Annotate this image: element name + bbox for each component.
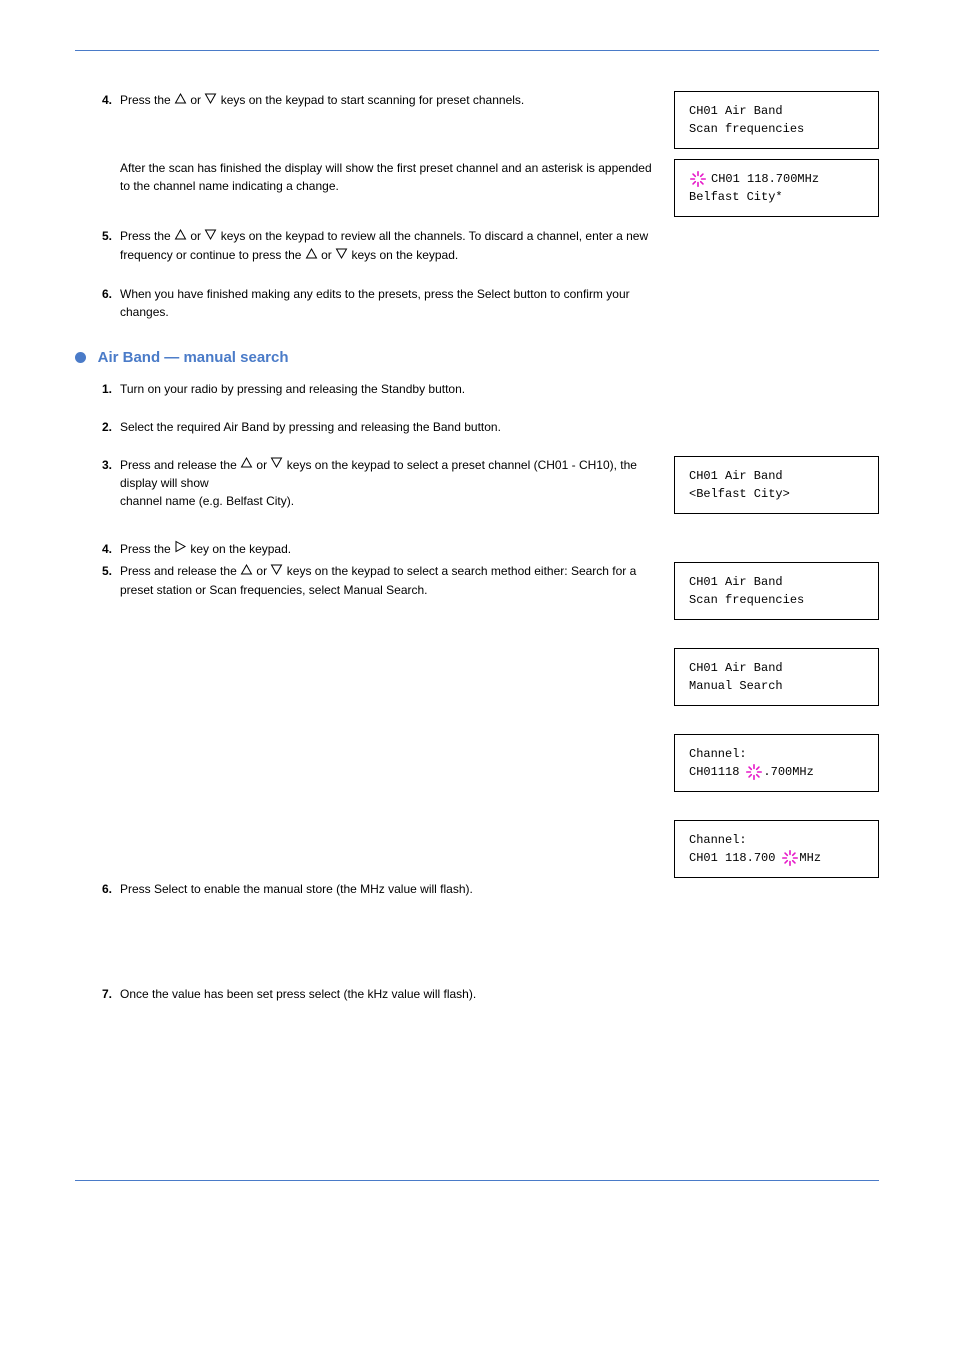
mstep-3-display: CH01 Air Band <Belfast City> bbox=[674, 456, 879, 520]
mstep-6-number: 6. bbox=[75, 880, 120, 898]
blink-icon bbox=[689, 170, 707, 188]
display-m5-4-before: CH01 118. bbox=[689, 849, 754, 867]
display-m3-line-1: CH01 Air Band bbox=[689, 467, 864, 485]
step-5-number: 5. bbox=[75, 227, 120, 265]
mstep-4-text: Press the key on the keypad. bbox=[120, 540, 674, 559]
mstep-1-number: 1. bbox=[75, 380, 120, 398]
display-2-line-1-text: CH01 118.700MHz bbox=[711, 170, 819, 188]
display-m5-3-line-1: Channel: bbox=[689, 745, 864, 763]
display-m5-2-line-1: CH01 Air Band bbox=[689, 659, 864, 677]
display-m5-3-line-2: CH01 118 .700MHz bbox=[689, 763, 864, 781]
display-m5-4-blink: 700 bbox=[754, 849, 776, 867]
top-rule bbox=[75, 50, 879, 51]
display-box-m5-2: CH01 Air Band Manual Search bbox=[674, 648, 879, 706]
triangle-down-icon bbox=[270, 456, 283, 474]
mstep-5-text-1: Press and release the bbox=[120, 564, 240, 578]
display-m5-2-line-2: Manual Search bbox=[689, 677, 864, 695]
mstep-3-text-cont: channel name (e.g. Belfast City). bbox=[120, 492, 659, 510]
step-5-text: Press the or keys on the keypad to revie… bbox=[120, 227, 674, 265]
display-2-line-2: Belfast City* bbox=[689, 188, 864, 206]
mstep-3-text: Press and release the or keys on the key… bbox=[120, 456, 674, 520]
display-m5-1-line-2: Scan frequencies bbox=[689, 591, 864, 609]
triangle-down-icon bbox=[270, 563, 283, 581]
step-5-text-5: keys on the keypad. bbox=[351, 248, 458, 262]
display-1-line-1: CH01 Air Band bbox=[689, 102, 864, 120]
mstep-5-text-2: or bbox=[256, 564, 270, 578]
mstep-2-number: 2. bbox=[75, 418, 120, 436]
step-4-note: After the scan has finished the display … bbox=[120, 159, 674, 223]
mstep-7-number: 7. bbox=[75, 985, 120, 1003]
mstep-2-text: Select the required Air Band by pressing… bbox=[120, 418, 674, 436]
triangle-right-icon bbox=[174, 540, 187, 558]
display-2-line-1: CH01 118.700MHz bbox=[689, 170, 864, 188]
triangle-down-icon bbox=[335, 247, 348, 265]
mstep-4-text-1: Press the bbox=[120, 542, 174, 556]
display-box-2: CH01 118.700MHz Belfast City* bbox=[674, 159, 879, 217]
step-5-text-1: Press the bbox=[120, 229, 174, 243]
step-4-text: Press the or keys on the keypad to start… bbox=[120, 91, 674, 155]
mstep-6-text: Press Select to enable the manual store … bbox=[120, 880, 659, 898]
step-4-display: CH01 Air Band Scan frequencies bbox=[674, 91, 879, 155]
display-m5-4-line-2: CH01 118. 700 MHz bbox=[689, 849, 864, 867]
display-m3-line-2: <Belfast City> bbox=[689, 485, 864, 503]
mstep-7-text: Once the value has been set press select… bbox=[120, 985, 659, 1003]
triangle-up-icon bbox=[240, 456, 253, 474]
mstep-7-row: 7. Once the value has been set press sel… bbox=[75, 985, 659, 1003]
display-m5-4-line-1: Channel: bbox=[689, 831, 864, 849]
mstep-6-row: 6. Press Select to enable the manual sto… bbox=[75, 880, 659, 898]
step-4-display-2: CH01 118.700MHz Belfast City* bbox=[674, 159, 879, 223]
mstep-4-row: 4. Press the key on the keypad. bbox=[75, 540, 879, 559]
step-4-note-row: After the scan has finished the display … bbox=[75, 159, 879, 223]
triangle-up-icon bbox=[240, 563, 253, 581]
triangle-up-icon bbox=[174, 228, 187, 246]
display-m5-3-blink: 118 bbox=[718, 763, 740, 781]
step-6-number: 6. bbox=[75, 285, 120, 321]
display-box-1: CH01 Air Band Scan frequencies bbox=[674, 91, 879, 149]
mstep-4-text-2: key on the keypad. bbox=[190, 542, 291, 556]
mstep-5-number: 5. bbox=[75, 562, 120, 884]
mstep-5-text: Press and release the or keys on the key… bbox=[120, 562, 674, 884]
step-5-text-2: or bbox=[190, 229, 204, 243]
step-4-text-1: Press the bbox=[120, 93, 174, 107]
mstep-3-text-1: Press and release the bbox=[120, 458, 240, 472]
mstep-2-row: 2. Select the required Air Band by press… bbox=[75, 418, 879, 436]
display-box-m5-4: Channel: CH01 118. 700 bbox=[674, 820, 879, 878]
mstep-3-number: 3. bbox=[75, 456, 120, 520]
display-m5-3-before: CH01 bbox=[689, 763, 718, 781]
step-4-row: 4. Press the or keys on the keypad to st… bbox=[75, 91, 879, 155]
step-5-text-4: or bbox=[321, 248, 335, 262]
mstep-4-number: 4. bbox=[75, 540, 120, 559]
mstep-3-row: 3. Press and release the or keys on the … bbox=[75, 456, 879, 520]
section-header: Air Band — manual search bbox=[75, 349, 879, 366]
triangle-up-icon bbox=[174, 92, 187, 110]
step-4-text-2: or bbox=[190, 93, 204, 107]
blink-icon bbox=[781, 849, 799, 867]
mstep-1-row: 1. Turn on your radio by pressing and re… bbox=[75, 380, 879, 398]
triangle-up-icon bbox=[305, 247, 318, 265]
mstep-5-display-group: CH01 Air Band Scan frequencies CH01 Air … bbox=[674, 562, 879, 884]
display-box-m5-1: CH01 Air Band Scan frequencies bbox=[674, 562, 879, 620]
step-6-text: When you have finished making any edits … bbox=[120, 285, 674, 321]
blink-icon bbox=[745, 763, 763, 781]
mstep-5-row: 5. Press and release the or keys on the … bbox=[75, 562, 879, 884]
bottom-rule bbox=[75, 1180, 879, 1181]
mstep-3-text-2: or bbox=[256, 458, 270, 472]
display-box-m5-3: Channel: CH01 118 bbox=[674, 734, 879, 792]
section-title: Air Band — manual search bbox=[98, 349, 289, 366]
triangle-down-icon bbox=[204, 228, 217, 246]
triangle-down-icon bbox=[204, 92, 217, 110]
display-m5-1-line-1: CH01 Air Band bbox=[689, 573, 864, 591]
display-m5-4-after: MHz bbox=[799, 849, 821, 867]
display-m5-3-after: .700MHz bbox=[763, 763, 813, 781]
bullet-icon bbox=[75, 352, 86, 363]
display-1-line-2: Scan frequencies bbox=[689, 120, 864, 138]
step-6-row: 6. When you have finished making any edi… bbox=[75, 285, 879, 321]
step-4-text-3: keys on the keypad to start scanning for… bbox=[221, 93, 525, 107]
display-box-m3: CH01 Air Band <Belfast City> bbox=[674, 456, 879, 514]
step-4-number: 4. bbox=[75, 91, 120, 155]
mstep-1-text: Turn on your radio by pressing and relea… bbox=[120, 380, 674, 398]
step-5-row: 5. Press the or keys on the keypad to re… bbox=[75, 227, 879, 265]
